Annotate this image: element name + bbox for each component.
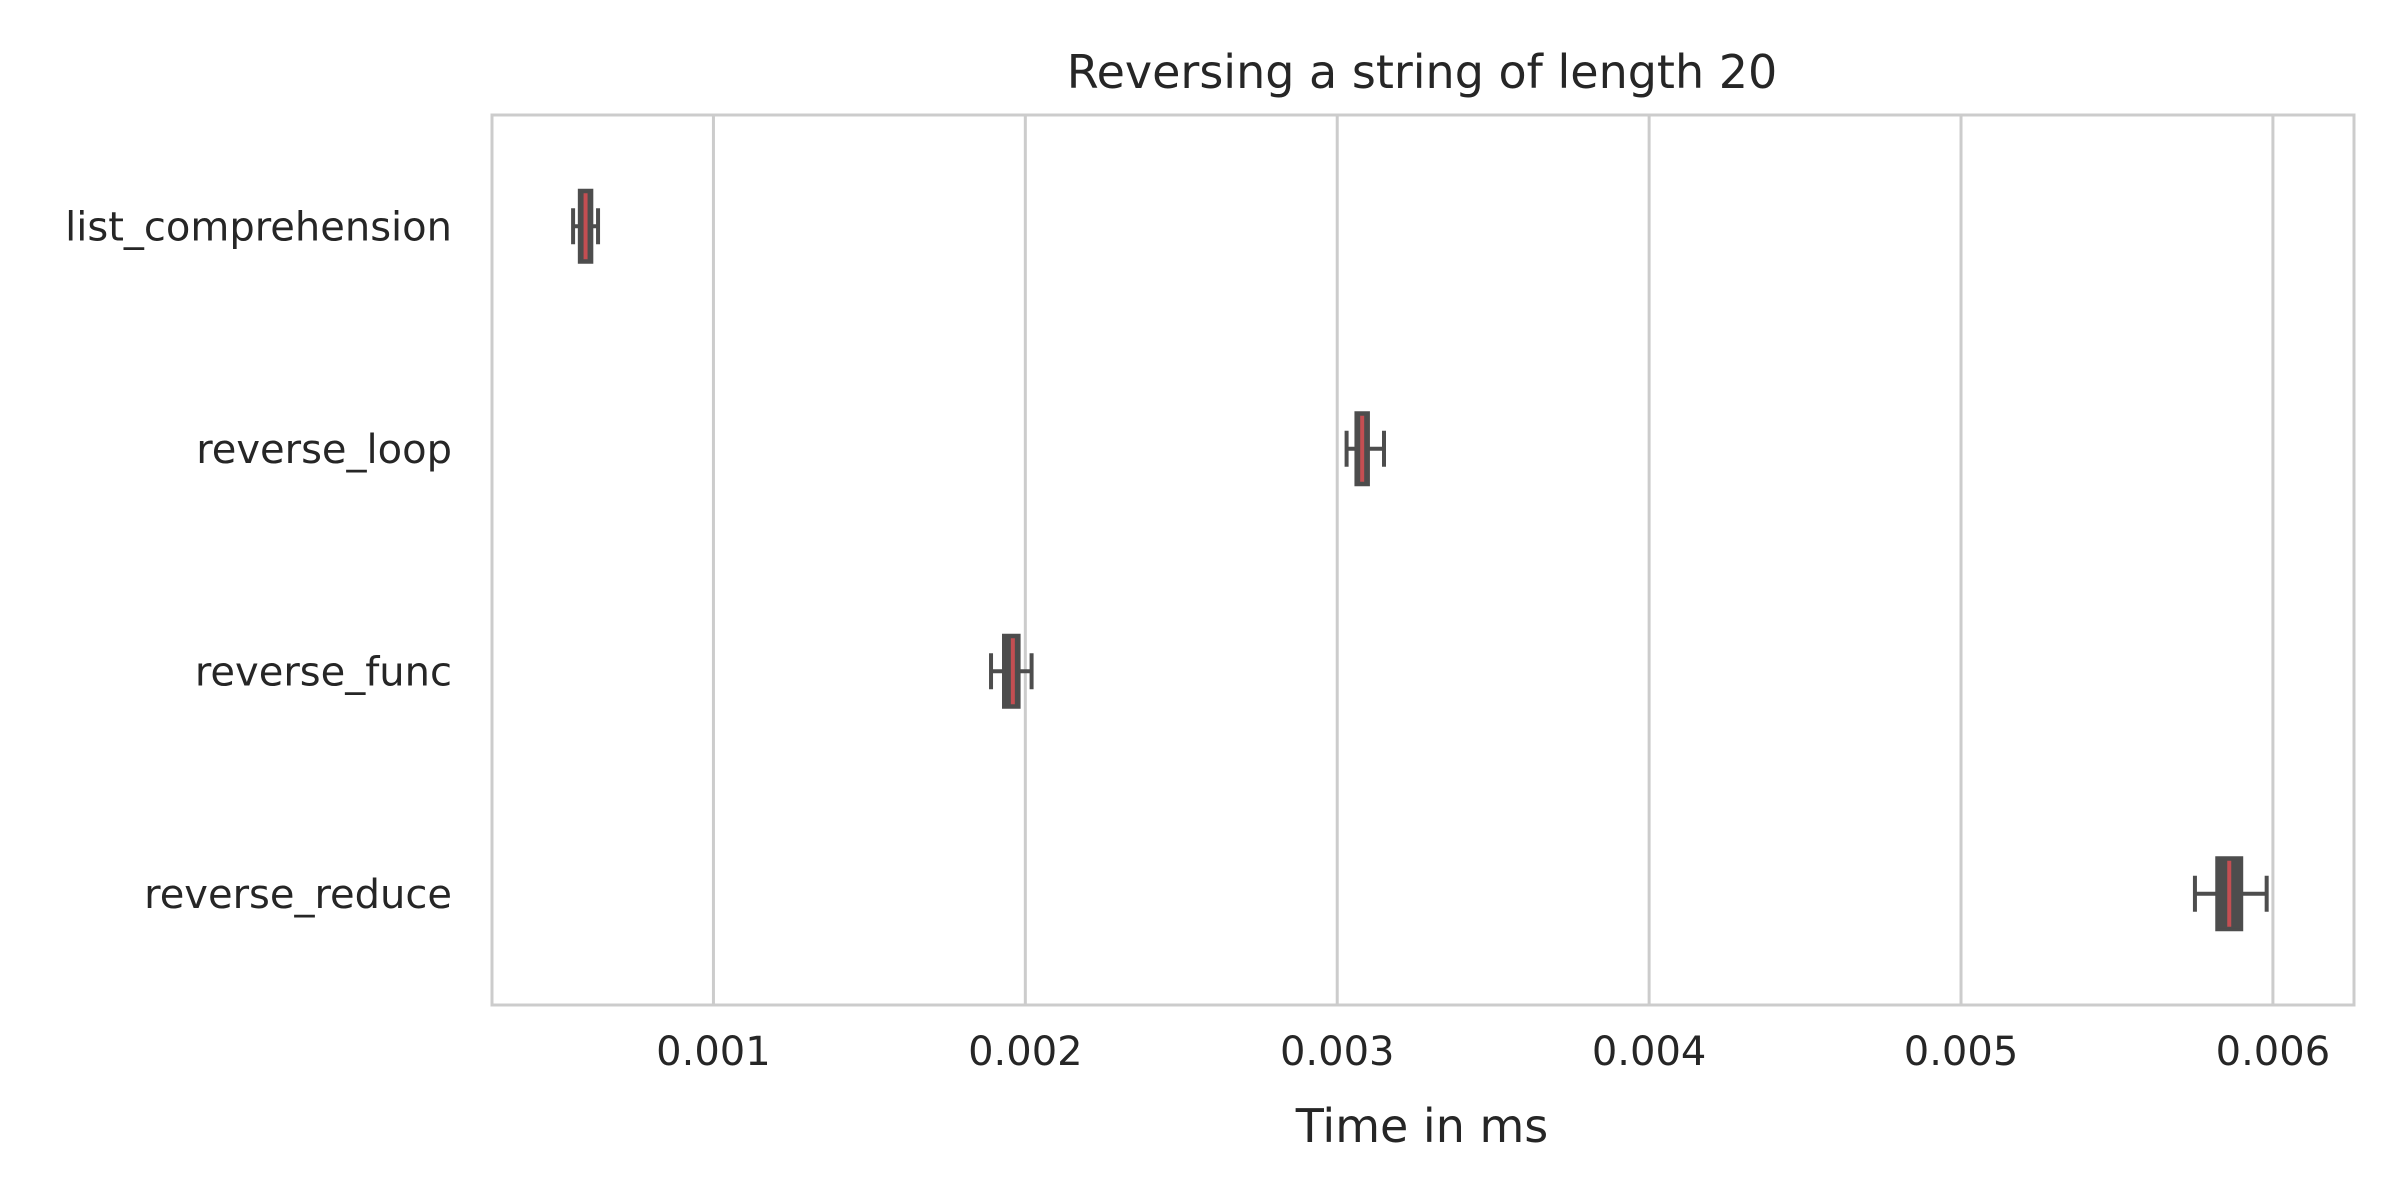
x-axis-label: Time in ms [1295, 1099, 1549, 1153]
box-reverse_func [989, 633, 1034, 709]
x-tick-label: 0.004 [1592, 1029, 1707, 1075]
x-tick-label: 0.005 [1904, 1029, 2019, 1075]
x-tick-label: 0.006 [2216, 1029, 2331, 1075]
y-tick-label: list_comprehension [65, 204, 452, 250]
y-tick-label: reverse_loop [196, 427, 452, 473]
chart-title: Reversing a string of length 20 [1067, 45, 1778, 99]
x-tick-label: 0.001 [656, 1029, 771, 1075]
box-reverse_reduce [2192, 856, 2269, 932]
x-tick-label: 0.002 [968, 1029, 1083, 1075]
box-reverse_loop [1344, 411, 1387, 487]
plot-area [490, 113, 2356, 1007]
y-tick-label: reverse_reduce [144, 872, 452, 918]
box-list_comprehension [571, 188, 601, 264]
y-tick-label: reverse_func [195, 649, 452, 695]
box-series [571, 188, 2269, 932]
x-tick-label: 0.003 [1280, 1029, 1395, 1075]
grid-lines [711, 115, 2275, 1005]
x-axis-tick-labels: 0.001 0.002 0.003 0.004 0.005 0.006 [656, 1029, 2330, 1075]
y-axis-tick-labels: list_comprehension reverse_loop reverse_fu… [65, 204, 452, 918]
